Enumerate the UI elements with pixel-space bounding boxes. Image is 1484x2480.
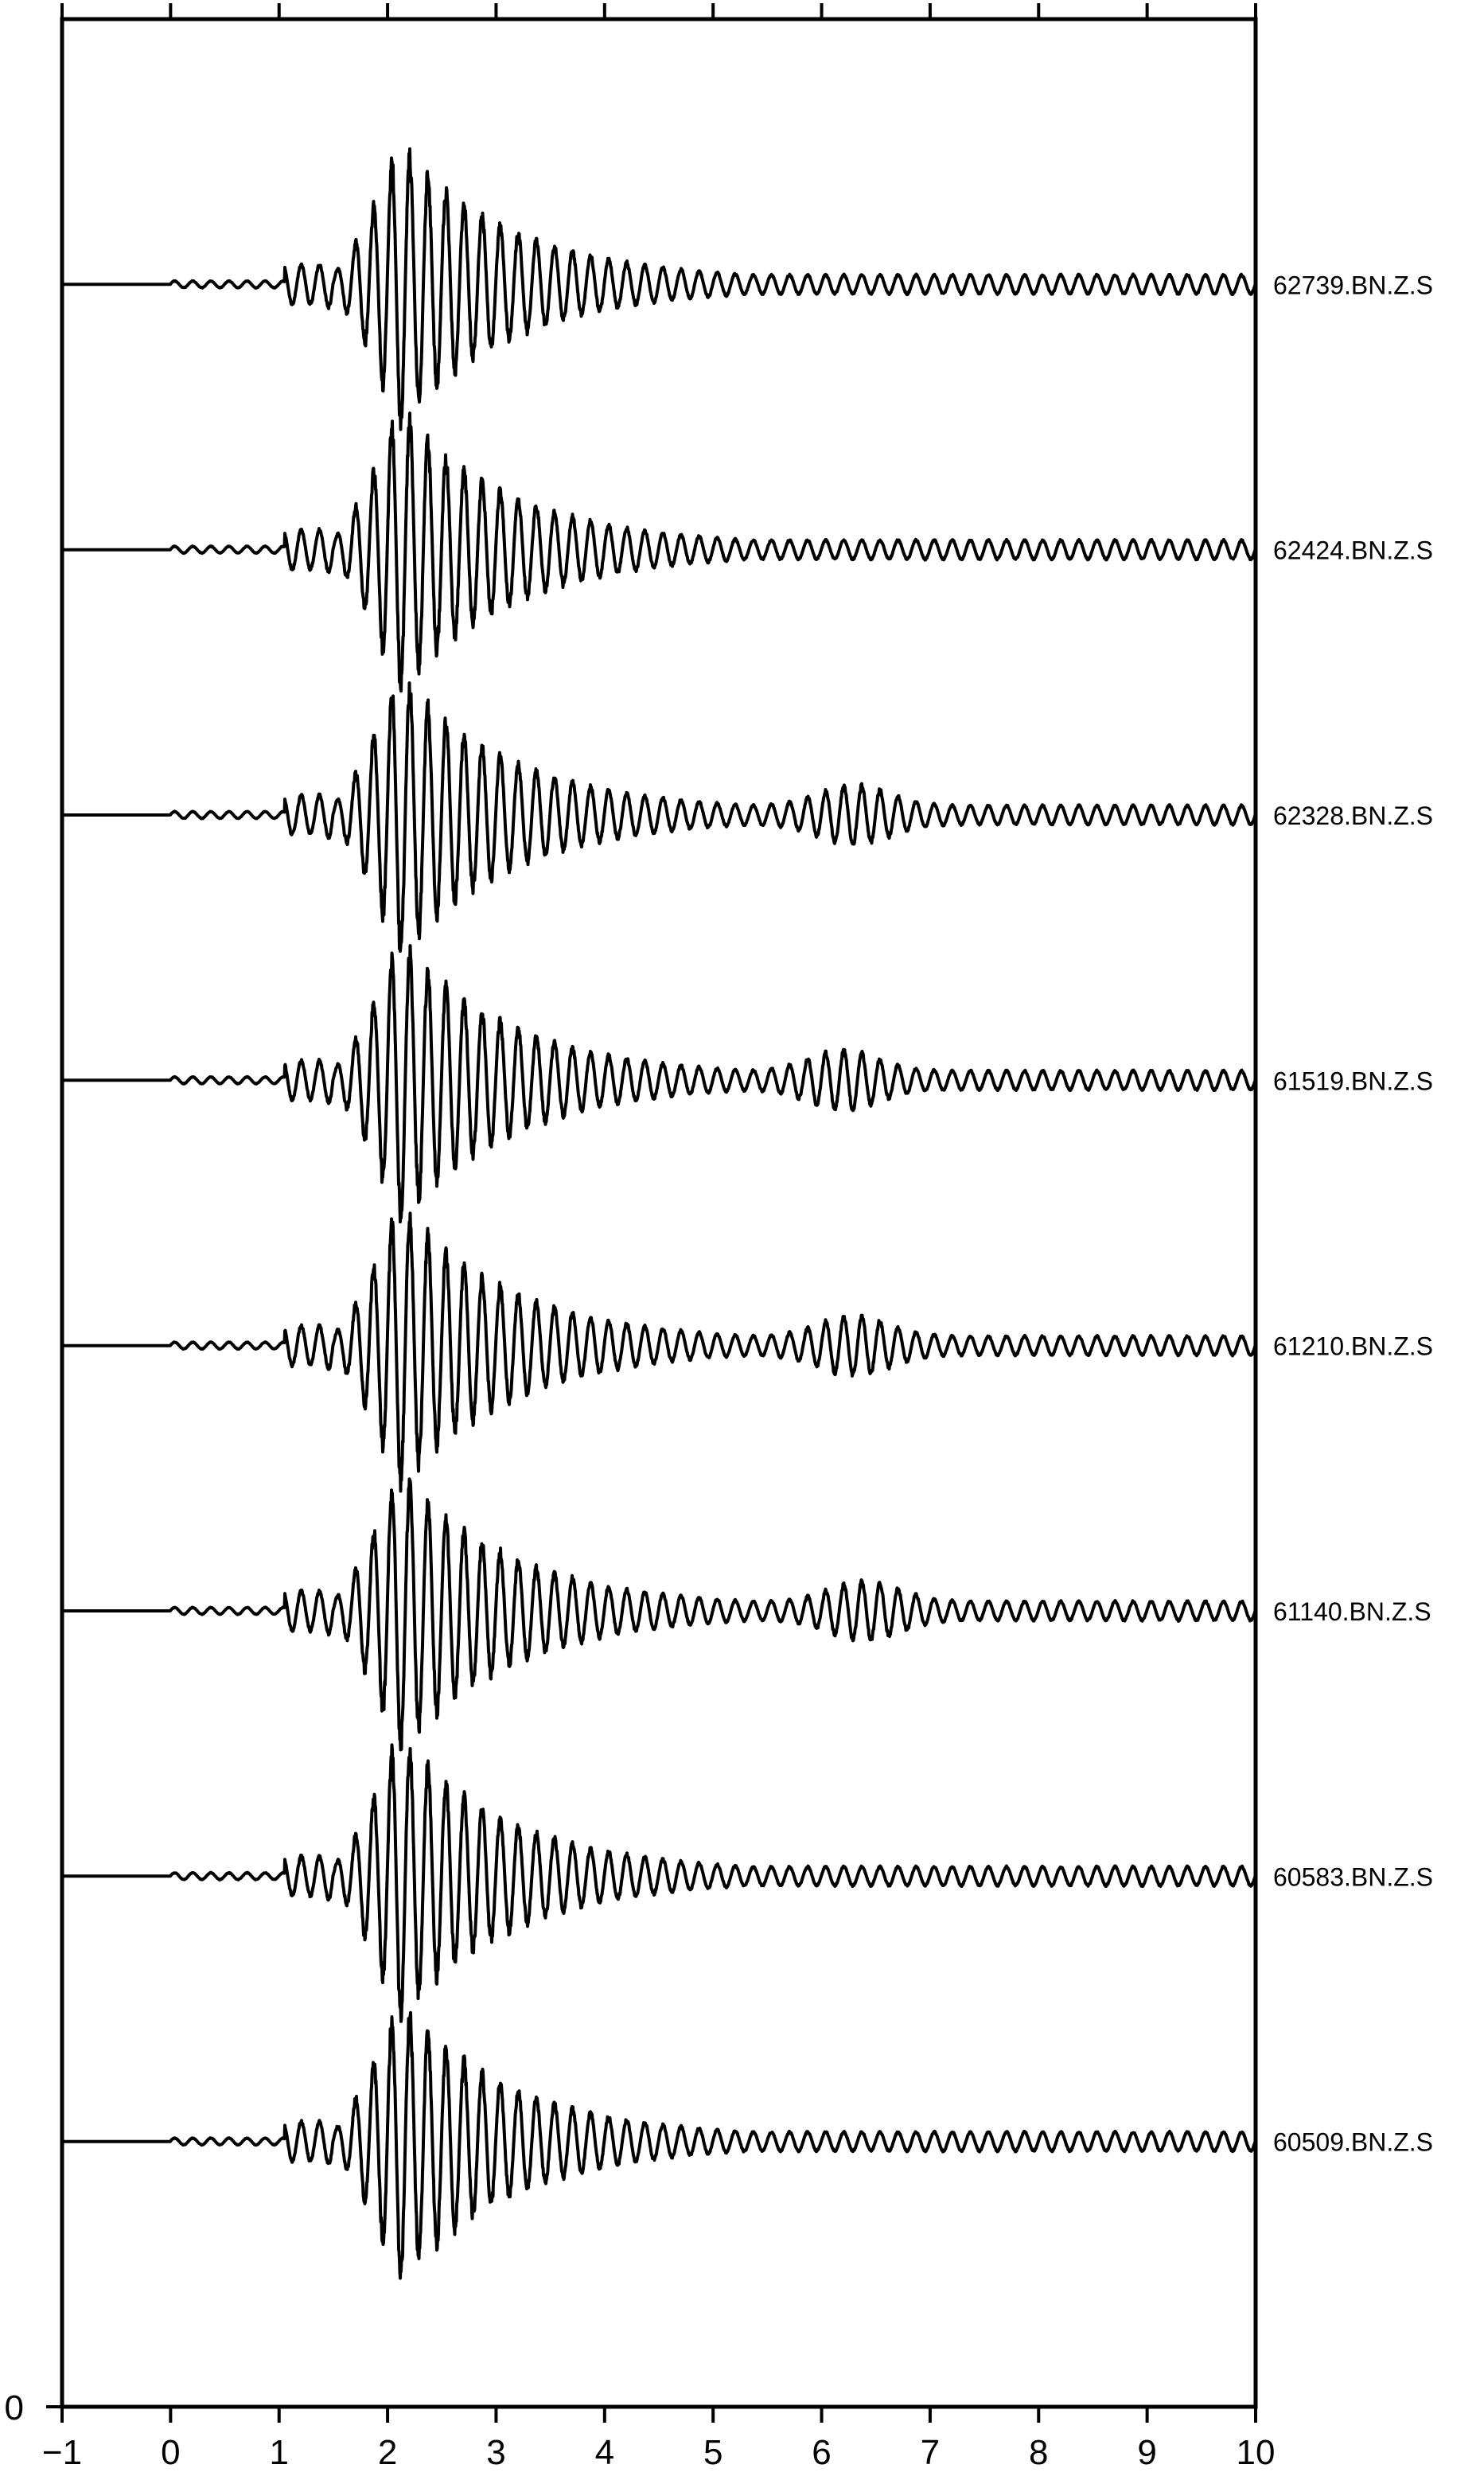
station-label: 62424.BN.Z.S	[1273, 536, 1433, 565]
x-tick-label: 7	[921, 2433, 940, 2472]
x-tick-label: 1	[269, 2433, 288, 2472]
x-axis: −1 0 1 2 3 4 5 6 7 8 9 10	[42, 3, 1276, 2472]
seismic-trace	[60, 681, 1257, 953]
seismic-trace	[60, 944, 1257, 1224]
x-tick-label: 10	[1237, 2433, 1276, 2472]
x-tick-label: 6	[812, 2433, 831, 2472]
y-tick-label: 0	[5, 2388, 24, 2427]
station-label: 61140.BN.Z.S	[1273, 1597, 1431, 1626]
station-label: 62739.BN.Z.S	[1273, 271, 1433, 299]
station-label: 60509.BN.Z.S	[1273, 2128, 1433, 2157]
plot-frame	[60, 17, 1258, 2409]
y-axis: 0	[5, 2388, 62, 2427]
seismic-trace	[60, 147, 1257, 431]
x-tick-label: −1	[42, 2433, 82, 2472]
x-tick-label: 8	[1029, 2433, 1048, 2472]
x-tick-label: 3	[486, 2433, 505, 2472]
seismic-trace	[60, 1743, 1257, 2023]
seismic-trace	[60, 1477, 1257, 1752]
seismic-trace	[60, 1211, 1257, 1493]
station-label: 62328.BN.Z.S	[1273, 801, 1433, 830]
x-tick-label: 5	[703, 2433, 723, 2472]
seismic-trace	[60, 411, 1257, 693]
station-labels-group: 62739.BN.Z.S 62424.BN.Z.S 62328.BN.Z.S 6151…	[1273, 271, 1433, 2156]
station-label: 60583.BN.Z.S	[1273, 1862, 1433, 1891]
x-tick-label: 9	[1137, 2433, 1156, 2472]
x-tick-label: 0	[161, 2433, 180, 2472]
station-label: 61519.BN.Z.S	[1273, 1066, 1433, 1095]
x-tick-label: 4	[595, 2433, 614, 2472]
x-tick-label: 2	[378, 2433, 397, 2472]
seismic-trace	[60, 2010, 1257, 2280]
traces-group	[60, 147, 1257, 2280]
station-label: 61210.BN.Z.S	[1273, 1332, 1433, 1361]
